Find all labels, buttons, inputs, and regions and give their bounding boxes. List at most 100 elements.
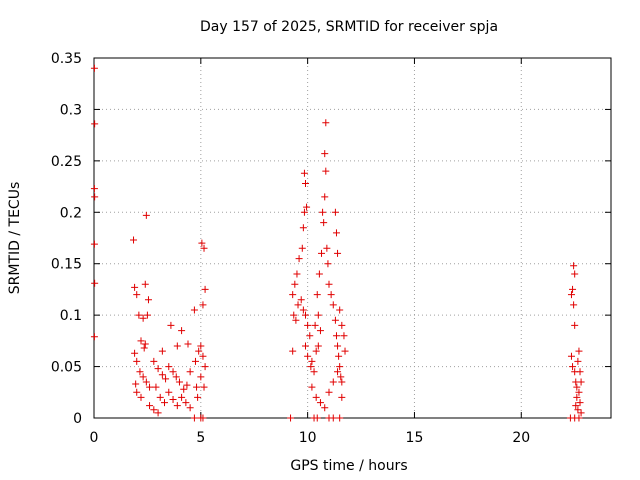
data-point	[173, 402, 181, 410]
data-point	[190, 306, 198, 314]
data-point	[183, 381, 191, 389]
data-point	[300, 169, 308, 177]
data-point	[338, 321, 346, 329]
data-point	[319, 208, 327, 216]
data-point	[199, 352, 207, 360]
data-point	[304, 352, 312, 360]
data-point	[201, 363, 209, 371]
data-point	[291, 280, 299, 288]
data-point	[146, 383, 154, 391]
data-point	[91, 279, 99, 287]
data-point	[133, 388, 141, 396]
data-point	[576, 368, 584, 376]
data-point	[329, 301, 337, 309]
x-tick-label: 15	[406, 430, 424, 446]
data-point	[571, 270, 579, 278]
data-point	[569, 363, 577, 371]
data-point	[156, 393, 164, 401]
data-point	[90, 333, 98, 341]
data-point	[569, 285, 577, 293]
data-point	[180, 385, 188, 393]
data-point	[91, 193, 99, 201]
y-tick-label: 0.1	[60, 308, 82, 324]
data-point	[137, 337, 145, 345]
chart-title: Day 157 of 2025, SRMTID for receiver spj…	[200, 19, 498, 35]
data-point	[338, 378, 346, 386]
data-point	[182, 399, 190, 407]
data-point	[300, 208, 308, 216]
data-point	[316, 327, 324, 335]
data-point	[302, 311, 309, 319]
data-point	[165, 388, 173, 396]
data-point	[154, 409, 162, 417]
data-point	[289, 347, 297, 355]
y-tick-label: 0.15	[51, 257, 82, 273]
data-point	[141, 280, 149, 288]
data-point	[289, 291, 297, 299]
data-point	[575, 414, 583, 422]
data-point	[323, 244, 331, 252]
data-point	[313, 414, 321, 422]
data-point	[320, 219, 328, 227]
data-point	[302, 342, 309, 350]
data-point	[334, 249, 342, 257]
data-point	[575, 388, 583, 396]
data-point	[292, 316, 300, 324]
data-point	[336, 306, 344, 314]
data-point	[334, 342, 342, 350]
data-point	[190, 414, 198, 422]
data-point	[340, 332, 348, 340]
data-point	[315, 270, 323, 278]
data-point	[302, 179, 309, 187]
data-point	[572, 402, 580, 410]
data-point	[136, 368, 144, 376]
data-point	[575, 347, 583, 355]
data-point	[191, 357, 199, 365]
data-point	[570, 301, 578, 309]
data-point	[577, 378, 585, 386]
data-point	[311, 321, 319, 329]
data-point	[178, 393, 186, 401]
data-point	[567, 352, 575, 360]
data-point	[178, 327, 186, 335]
data-point	[308, 357, 316, 365]
data-point	[90, 64, 98, 72]
data-point	[577, 409, 585, 417]
data-point	[318, 249, 326, 257]
data-point	[137, 393, 145, 401]
data-point	[574, 357, 582, 365]
data-point	[329, 378, 337, 386]
x-tick-label: 0	[90, 430, 99, 446]
data-point	[172, 373, 180, 381]
data-point	[314, 342, 322, 350]
data-point	[90, 240, 98, 248]
data-point	[576, 399, 584, 407]
data-point	[198, 239, 206, 247]
data-point	[169, 395, 177, 403]
data-point	[131, 283, 139, 291]
data-point	[150, 357, 158, 365]
data-point	[290, 311, 298, 319]
y-tick-label: 0.2	[60, 205, 82, 221]
data-point	[331, 316, 339, 324]
data-point	[334, 368, 342, 376]
data-point	[337, 373, 345, 381]
data-point	[316, 399, 324, 407]
data-point	[571, 321, 579, 329]
data-point	[303, 203, 311, 211]
data-point	[329, 414, 337, 422]
data-point	[304, 321, 312, 329]
data-point	[133, 291, 141, 299]
data-point	[150, 406, 158, 414]
data-point	[570, 262, 578, 270]
data-point	[327, 291, 335, 299]
data-point	[567, 291, 575, 299]
x-tick-label: 10	[299, 430, 317, 446]
data-point	[141, 340, 149, 348]
data-point	[158, 347, 166, 355]
data-point	[331, 208, 339, 216]
data-point	[314, 311, 322, 319]
data-point	[201, 285, 209, 293]
